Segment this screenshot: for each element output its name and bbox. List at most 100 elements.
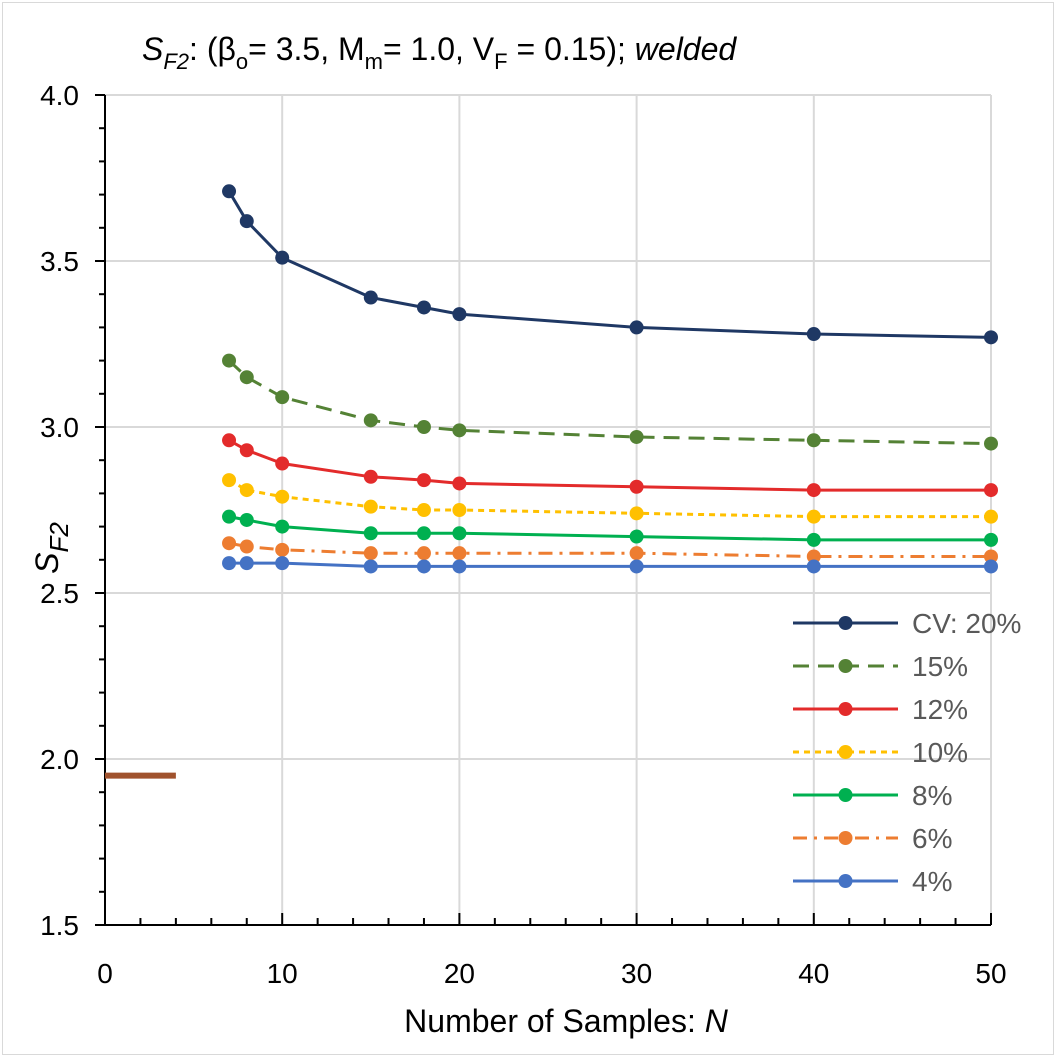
data-point bbox=[275, 542, 290, 557]
y-tick-label: 2.0 bbox=[40, 744, 79, 775]
series-line bbox=[227, 359, 992, 446]
data-point bbox=[275, 489, 290, 504]
data-point bbox=[363, 546, 378, 561]
legend-item: 12% bbox=[793, 694, 968, 725]
legend-item: 8% bbox=[793, 780, 952, 811]
legend-label: 4% bbox=[912, 866, 952, 897]
series-line bbox=[228, 515, 991, 542]
series bbox=[222, 353, 998, 451]
legend-marker bbox=[838, 659, 853, 673]
data-point bbox=[275, 556, 290, 571]
data-point bbox=[363, 526, 378, 541]
series-line bbox=[228, 438, 991, 492]
data-point bbox=[629, 479, 644, 494]
title-part2: = 3.5, M bbox=[248, 31, 365, 67]
data-point bbox=[629, 559, 644, 574]
series bbox=[222, 509, 998, 547]
x-tick-label: 0 bbox=[97, 958, 113, 989]
series bbox=[222, 556, 998, 574]
data-point bbox=[363, 290, 378, 305]
data-point bbox=[984, 549, 998, 564]
legend-marker bbox=[838, 788, 853, 802]
legend-marker bbox=[838, 745, 853, 759]
data-point bbox=[222, 184, 237, 199]
x-axis-title-text: Number of Samples: bbox=[404, 1003, 705, 1039]
data-point bbox=[239, 443, 254, 458]
data-point bbox=[984, 330, 998, 345]
data-point bbox=[984, 483, 998, 498]
data-point bbox=[452, 307, 467, 322]
data-point bbox=[222, 473, 237, 488]
x-axis-title: Number of Samples: N bbox=[404, 1003, 729, 1039]
data-point bbox=[239, 483, 254, 498]
data-point bbox=[275, 250, 290, 265]
y-tick-label: 3.0 bbox=[40, 412, 79, 443]
data-point bbox=[239, 512, 254, 527]
x-tick-label: 20 bbox=[444, 958, 475, 989]
x-tick-label: 50 bbox=[975, 958, 1006, 989]
legend-label: 12% bbox=[912, 694, 968, 725]
data-point bbox=[222, 556, 237, 571]
y-tick-label: 1.5 bbox=[40, 910, 79, 941]
data-point bbox=[984, 532, 998, 547]
data-point bbox=[416, 420, 431, 434]
data-point bbox=[222, 509, 237, 524]
data-point bbox=[275, 519, 290, 534]
title-italic-tail: welded bbox=[635, 31, 738, 67]
data-point bbox=[239, 214, 254, 229]
data-point bbox=[416, 300, 431, 315]
data-point bbox=[275, 456, 290, 471]
data-point bbox=[629, 506, 644, 521]
legend: CV: 20% 15% 12% 10% 8% 6% 4% bbox=[793, 608, 1021, 897]
chart-title: SF2: (βo= 3.5, Mm= 1.0, VF = 0.15); weld… bbox=[142, 31, 737, 74]
series-layer bbox=[105, 184, 998, 779]
data-point bbox=[984, 509, 998, 524]
x-tick-label: 30 bbox=[621, 958, 652, 989]
data-point bbox=[239, 370, 254, 385]
data-point bbox=[239, 539, 254, 554]
legend-label: CV: 20% bbox=[912, 608, 1021, 639]
data-point bbox=[806, 327, 821, 342]
y-axis-title-sub: F2 bbox=[44, 522, 74, 553]
legend-item: 10% bbox=[793, 737, 968, 768]
y-tick-label: 4.0 bbox=[40, 80, 79, 111]
data-point bbox=[452, 559, 467, 574]
data-point bbox=[416, 473, 431, 488]
data-point bbox=[363, 559, 378, 574]
data-point bbox=[363, 413, 378, 428]
title-s-sub: F2 bbox=[163, 49, 189, 74]
data-point bbox=[416, 559, 431, 574]
data-point bbox=[806, 483, 821, 498]
legend-item: CV: 20% bbox=[793, 608, 1021, 639]
data-point bbox=[629, 529, 644, 544]
series bbox=[222, 184, 998, 345]
legend-item: 6% bbox=[793, 823, 952, 854]
title-part3: = 1.0, V bbox=[383, 31, 495, 67]
legend-item: 15% bbox=[793, 651, 968, 682]
legend-marker bbox=[838, 616, 853, 630]
series bbox=[222, 433, 998, 498]
data-point bbox=[452, 423, 467, 438]
data-point bbox=[452, 503, 467, 517]
data-point bbox=[452, 526, 467, 541]
data-point bbox=[222, 536, 237, 551]
series bbox=[222, 536, 998, 564]
title-part1: : (β bbox=[189, 31, 236, 67]
legend-marker bbox=[838, 702, 853, 716]
x-tick-label: 40 bbox=[798, 958, 829, 989]
y-tick-label: 2.5 bbox=[40, 578, 79, 609]
y-axis-title: SF2 bbox=[29, 522, 74, 574]
series-line bbox=[229, 561, 991, 568]
title-s: S bbox=[142, 31, 163, 67]
data-point bbox=[806, 433, 821, 448]
data-point bbox=[984, 559, 998, 574]
axes bbox=[95, 94, 992, 926]
data-point bbox=[416, 503, 431, 517]
series bbox=[222, 473, 998, 524]
x-tick-label: 10 bbox=[267, 958, 298, 989]
data-point bbox=[629, 320, 644, 335]
data-point bbox=[806, 509, 821, 524]
tick-labels: 1.5 2.0 2.5 3.0 3.5 4.0 0 10 20 30 40 50 bbox=[40, 80, 1007, 989]
